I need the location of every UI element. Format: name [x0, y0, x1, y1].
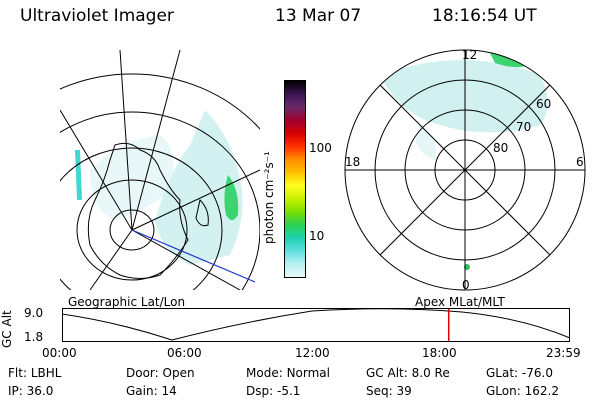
altitude-ytick-min: 1.8: [24, 330, 44, 344]
colorbar-unit-label: photon cm⁻²s⁻¹: [262, 151, 276, 244]
mlt-label-18: 18: [345, 155, 360, 169]
uv-emission-haze: [155, 110, 243, 265]
altitude-xtick-4: 23:59: [546, 346, 581, 360]
instrument-title: Ultraviolet Imager: [20, 6, 174, 26]
info-dsp: Dsp: -5.1: [246, 384, 301, 398]
info-glon: GLon: 162.2: [486, 384, 559, 398]
mlt-label-12: 12: [462, 48, 477, 62]
uv-edge-strip: [75, 150, 82, 200]
apex-emission-haze: [380, 60, 548, 133]
geographic-panel-label: Geographic Lat/Lon: [68, 295, 186, 309]
mlt-label-6: 6: [576, 155, 584, 169]
geographic-image: [60, 50, 260, 290]
info-mode: Mode: Normal: [246, 366, 330, 380]
mlat-label-80: 80: [493, 141, 508, 155]
altitude-ylabel: GC Alt: [0, 310, 14, 348]
apex-polar-plot: 12 18 6 0 60 70 80: [344, 48, 586, 292]
uv-emission-bright: [224, 175, 239, 220]
apex-panel-label: Apex MLat/MLT: [415, 295, 505, 309]
altitude-ytick-max: 9.0: [24, 306, 44, 320]
mlt-label-0: 0: [462, 278, 470, 292]
mlat-label-60: 60: [536, 97, 551, 111]
info-gain: Gain: 14: [126, 384, 177, 398]
info-seq: Seq: 39: [366, 384, 412, 398]
altitude-xtick-3: 18:00: [422, 346, 457, 360]
colorbar-tick-100: 100: [309, 141, 332, 155]
colorbar-tick-10: 10: [309, 229, 325, 243]
info-gc-alt: GC Alt: 8.0 Re: [366, 366, 450, 380]
colorbar-gradient: [285, 81, 305, 277]
info-glat: GLat: -76.0: [486, 366, 553, 380]
colorbar: [284, 80, 306, 278]
mlat-label-70: 70: [516, 120, 531, 134]
altitude-xtick-2: 12:00: [295, 346, 330, 360]
info-filter: Flt: LBHL: [8, 366, 62, 380]
altitude-plot: [62, 308, 571, 342]
altitude-xtick-0: 00:00: [42, 346, 77, 360]
observation-date: 13 Mar 07: [275, 6, 362, 26]
info-door: Door: Open: [126, 366, 195, 380]
observation-time: 18:16:54 UT: [432, 6, 537, 26]
altitude-xtick-1: 06:00: [167, 346, 202, 360]
altitude-curve: [62, 308, 571, 341]
apex-emission-patch: [415, 125, 436, 160]
info-ip: IP: 36.0: [8, 384, 54, 398]
